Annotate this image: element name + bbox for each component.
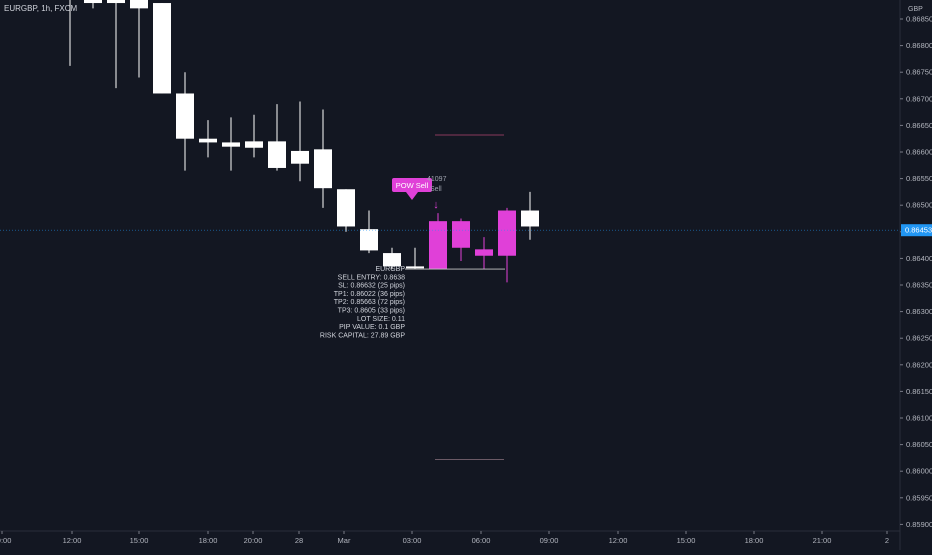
candle-body [314,149,332,189]
time-tick-label: 12:00 [609,536,628,545]
price-tick-label: 0.86250 [906,334,932,343]
signal-info-line: TP1: 0.86022 (36 pips) [334,291,405,298]
signal-info-line: LOT SIZE: 0.11 [357,316,405,323]
candle-body [429,221,447,270]
price-tick-label: 0.85950 [906,493,932,502]
candle [360,210,378,254]
price-tick-label: 0.86750 [906,68,932,77]
candle-body [360,229,378,251]
price-tick-label: 0.86550 [906,174,932,183]
candle [406,247,424,270]
candle-body [176,93,194,139]
price-tick-label: 0.86150 [906,387,932,396]
time-tick-label: 12:00 [63,536,82,545]
signal-info-line: PIP VALUE: 0.1 GBP [339,324,405,331]
candle-body [107,0,125,4]
last-price-label: 0.86453 [905,226,932,235]
signal-badge [392,178,432,192]
price-tick-label: 0.86100 [906,414,932,423]
candle [337,189,355,232]
candle [268,104,286,171]
candle-body [452,221,470,248]
price-tick-label: 0.86200 [906,360,932,369]
candle [84,0,102,9]
time-tick-label: Mar [338,536,351,545]
time-tick-label: 18:00 [745,536,764,545]
signal-info-line: TP3: 0.8605 (33 pips) [338,308,405,315]
signal-info-line: TP2: 0.85663 (72 pips) [334,299,405,306]
candle [429,213,447,270]
price-tick-label: 0.86800 [906,41,932,50]
price-tick-label: 0.86600 [906,148,932,157]
signal-overlay-text: 41097 [427,176,447,183]
time-tick-label: 18:00 [199,536,218,545]
signal-info-line: SL: 0.86632 (25 pips) [338,283,405,290]
candle [153,3,171,94]
last-price-tag [901,224,932,237]
candle-body [291,150,309,164]
candle [452,218,470,262]
time-tick-label: 15:00 [677,536,696,545]
price-tick-label: 0.86700 [906,94,932,103]
price-tick-label: 0.86350 [906,281,932,290]
time-tick-label: 06:00 [472,536,491,545]
price-tick-label: 0.86850 [906,15,932,24]
price-tick-label: 0.86650 [906,121,932,130]
candle [69,0,71,66]
candle-body [337,189,355,227]
time-tick-label: 21:00 [813,536,832,545]
candle-body [84,0,102,4]
price-tick-label: 0.86000 [906,467,932,476]
symbol-interval-label[interactable]: EURGBP, 1h, FXCM [4,4,78,13]
candle-body [498,210,516,256]
price-tick-label: 0.86400 [906,254,932,263]
signal-badge-pointer [406,192,418,200]
signal-info-line: RISK CAPITAL: 27.89 GBP [320,332,405,339]
candle-body [521,210,539,227]
candle-body [222,142,240,147]
candle [314,109,332,208]
price-tick-label: 0.85900 [906,520,932,529]
time-tick-label: 15:00 [130,536,149,545]
signal-badge-label: POW Sell [396,181,429,190]
time-tick-label: 28 [295,536,303,545]
candle [383,247,401,270]
time-tick-label: 2 [885,536,889,545]
candle-body [383,253,401,267]
candle [498,207,516,283]
time-tick-label: 09:00 [0,536,11,545]
candle [199,120,217,158]
currency-label: GBP [908,6,923,13]
candle-body [245,141,263,148]
price-tick-label: 0.86300 [906,307,932,316]
signal-info-line: EURGBP [375,266,405,273]
time-tick-label: 20:00 [244,536,263,545]
price-tick-label: 0.86500 [906,201,932,210]
candle [130,0,148,78]
candle [245,114,263,158]
signal-arrow-icon: ↓ [433,199,439,211]
candle [107,0,125,89]
candle [176,72,194,171]
candle-body [406,266,424,269]
time-tick-label: 03:00 [403,536,422,545]
candle-body [199,138,217,143]
candle [222,117,240,171]
candle-body [475,249,493,256]
signal-overlay-text: Sell [430,186,442,193]
signal-info-line: SELL ENTRY: 0.8638 [338,274,405,281]
candle [291,101,309,182]
candle [475,237,493,270]
candle [521,191,539,240]
candle-body [130,0,148,9]
candle-body [268,141,286,168]
price-tick-label: 0.86050 [906,440,932,449]
time-tick-label: 09:00 [540,536,559,545]
candle-body [153,3,171,94]
